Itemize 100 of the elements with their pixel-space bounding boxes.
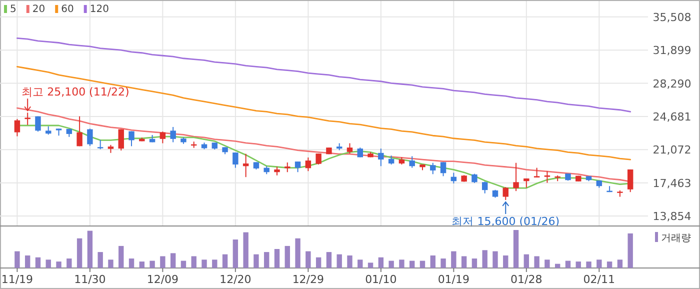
candlestick [316,153,322,165]
candlestick [35,116,41,132]
bar [14,251,20,268]
candlestick [284,162,290,173]
candlestick [430,162,436,175]
bar [410,260,415,268]
bar [336,254,342,268]
candlestick [472,173,478,184]
bar [56,262,62,268]
candlestick [482,181,488,194]
bar [544,260,550,268]
bar [139,262,144,268]
legend-label: 20 [32,4,46,15]
bar [440,258,446,268]
annotation: 최저 15,600 (01/26) [452,214,560,228]
candlestick [409,156,415,168]
bar [628,233,633,268]
bar [170,253,176,268]
bar [76,238,82,268]
y-tick-label: 24,681 [652,110,692,124]
bar [306,251,311,268]
y-tick-label: 21,072 [652,144,692,157]
bar [222,254,228,268]
x-tick-label: 12/29 [292,273,324,286]
y-tick-label: 28,290 [652,77,692,90]
legend-label: 5 [10,4,16,15]
bar [347,255,352,268]
bar [35,257,41,268]
bar [388,260,394,268]
bar [180,260,186,268]
legend-label: 120 [90,4,109,15]
bar [482,250,488,268]
candlestick [294,161,301,173]
bar [565,260,571,268]
bar [264,252,270,268]
bar [284,246,290,268]
bar [472,258,478,268]
candlestick [118,128,124,152]
legend-label: 60 [61,4,74,15]
bar [202,260,207,268]
candlestick [232,152,238,168]
annotation: 최고 25,100 (11/22) [22,86,130,99]
candlestick [87,128,93,146]
bar [513,230,519,268]
bar [295,238,300,268]
y-tick-label: 35,508 [652,10,692,24]
candlestick [242,153,249,178]
bar [66,258,72,268]
candlestick [544,170,550,184]
y-tick-label: 31,899 [652,44,692,58]
bar [274,249,280,268]
bar [212,260,218,268]
legend-label: 거래량 [661,233,691,244]
bar [606,262,612,268]
candlestick [440,162,446,177]
bar [399,260,404,268]
bar [378,257,384,268]
bar [617,260,623,268]
candlestick [627,168,634,193]
bar [451,251,456,268]
candlestick [97,139,104,150]
candlestick [502,186,508,200]
bar [534,256,540,268]
x-tick-label: 01/10 [365,273,397,286]
candlestick [160,131,166,144]
bar [24,255,30,268]
candlestick [378,148,384,167]
candlestick [24,112,30,126]
bar [326,252,332,268]
line-series [16,66,632,160]
bar [576,262,581,268]
bar [316,257,322,268]
bar [128,258,134,268]
bar [461,256,467,268]
x-tick-label: 01/19 [438,273,470,286]
x-tick-label: 02/11 [583,273,616,286]
bar [87,230,93,268]
candlestick [346,142,353,154]
candlestick [128,130,134,147]
bar [554,264,560,268]
bar [524,254,530,268]
bar [503,255,508,268]
x-tick-label: 11/19 [1,273,34,286]
bar [160,256,166,268]
bar [430,255,436,268]
bar [98,252,103,268]
candlestick [513,162,519,192]
x-tick-label: 11/30 [74,273,106,286]
bar [368,262,374,268]
candlestick [305,157,312,172]
bar [358,260,363,268]
x-tick-label: 12/20 [220,273,252,286]
candlestick [170,126,176,143]
bar [586,262,592,268]
x-tick-label: 12/09 [146,273,179,286]
bar [46,260,51,268]
bar [232,240,238,268]
candlestick [14,118,20,137]
bar [118,246,124,268]
y-tick-label: 17,463 [652,176,692,190]
